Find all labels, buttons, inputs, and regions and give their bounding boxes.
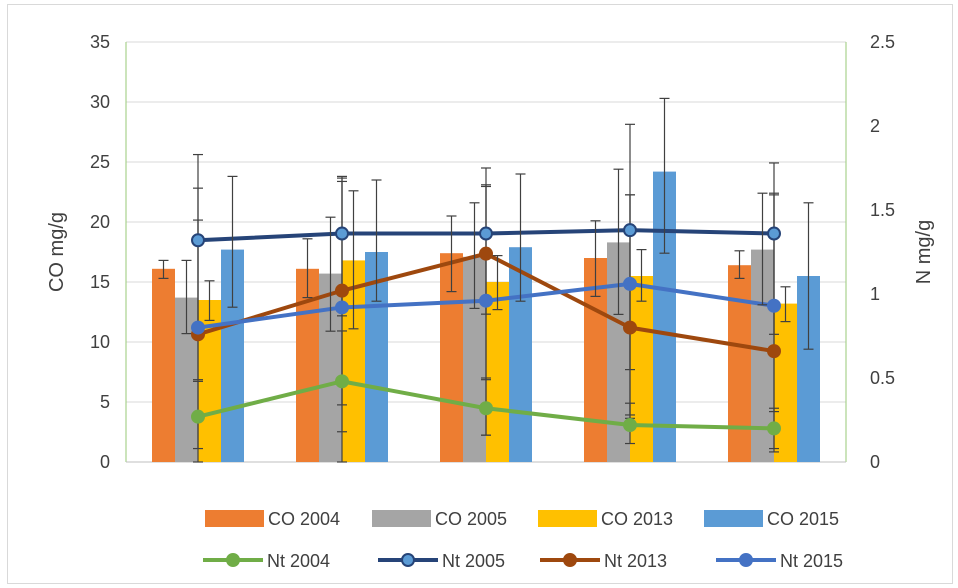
y-tick-label: 10 — [90, 332, 110, 352]
legend-marker — [226, 553, 240, 567]
y2-tick-label: 2.5 — [870, 32, 895, 52]
legend-swatch — [538, 510, 597, 527]
line-point — [191, 320, 205, 335]
line-point — [191, 233, 205, 248]
y2-axis-ticks: 0 0.5 1 1.5 2 2.5 — [870, 32, 895, 472]
y2-tick-label: 2 — [870, 116, 880, 136]
y-tick-label: 15 — [90, 272, 110, 292]
bar — [440, 253, 463, 462]
line-point — [335, 283, 349, 298]
line-point — [767, 226, 781, 241]
legend-marker — [739, 553, 753, 567]
line-point — [767, 298, 781, 313]
bar — [797, 276, 820, 462]
bar — [607, 242, 630, 462]
y-tick-label: 25 — [90, 152, 110, 172]
y2-tick-label: 1 — [870, 284, 880, 304]
y-axis-ticks: 0 5 10 15 20 25 30 35 — [90, 32, 110, 472]
y-tick-label: 35 — [90, 32, 110, 52]
legend-marker — [401, 553, 415, 567]
bar — [728, 265, 751, 462]
line-point — [479, 293, 493, 308]
legend-marker — [563, 553, 577, 567]
bar — [296, 268, 319, 462]
bar — [175, 297, 198, 462]
legend-swatch — [704, 510, 763, 527]
line-point — [767, 344, 781, 359]
legend-swatch — [205, 510, 264, 527]
bar — [653, 171, 676, 462]
y2-tick-label: 0.5 — [870, 368, 895, 388]
line-point — [479, 226, 493, 241]
legend-label: Nt 2015 — [780, 551, 843, 571]
bar — [774, 303, 797, 462]
bar-series-group — [152, 171, 820, 462]
line-point — [335, 226, 349, 241]
y-tick-label: 5 — [100, 392, 110, 412]
bar — [486, 282, 509, 462]
line-point — [191, 409, 205, 424]
legend-swatch — [372, 510, 431, 527]
line-point — [623, 418, 637, 433]
y2-tick-label: 1.5 — [870, 200, 895, 220]
line-point — [623, 276, 637, 291]
bar — [198, 300, 221, 462]
y-tick-label: 20 — [90, 212, 110, 232]
line-markers-group — [191, 223, 781, 436]
y-axis-title: CO mg/g — [46, 212, 68, 292]
line-point — [767, 421, 781, 436]
legend-label: Nt 2004 — [267, 551, 330, 571]
y2-axis-title: N mg/g — [913, 220, 935, 284]
legend-label: Nt 2005 — [442, 551, 505, 571]
legend-label: Nt 2013 — [604, 551, 667, 571]
y2-tick-label: 0 — [870, 452, 880, 472]
legend: CO 2004 CO 2005 CO 2013 CO 2015 Nt 2004 Nt 20… — [203, 509, 843, 571]
line-point — [479, 401, 493, 416]
legend-label: CO 2005 — [435, 509, 507, 529]
legend-label: CO 2015 — [767, 509, 839, 529]
line-point — [623, 320, 637, 335]
bar — [319, 273, 342, 462]
line-point — [623, 223, 637, 238]
legend-label: CO 2004 — [268, 509, 340, 529]
line-point — [335, 300, 349, 315]
y-tick-label: 0 — [100, 452, 110, 472]
legend-label: CO 2013 — [601, 509, 673, 529]
bar — [152, 268, 175, 462]
y-tick-label: 30 — [90, 92, 110, 112]
bar — [509, 247, 532, 462]
line-point — [479, 246, 493, 261]
bar — [630, 276, 653, 462]
line-point — [335, 374, 349, 389]
